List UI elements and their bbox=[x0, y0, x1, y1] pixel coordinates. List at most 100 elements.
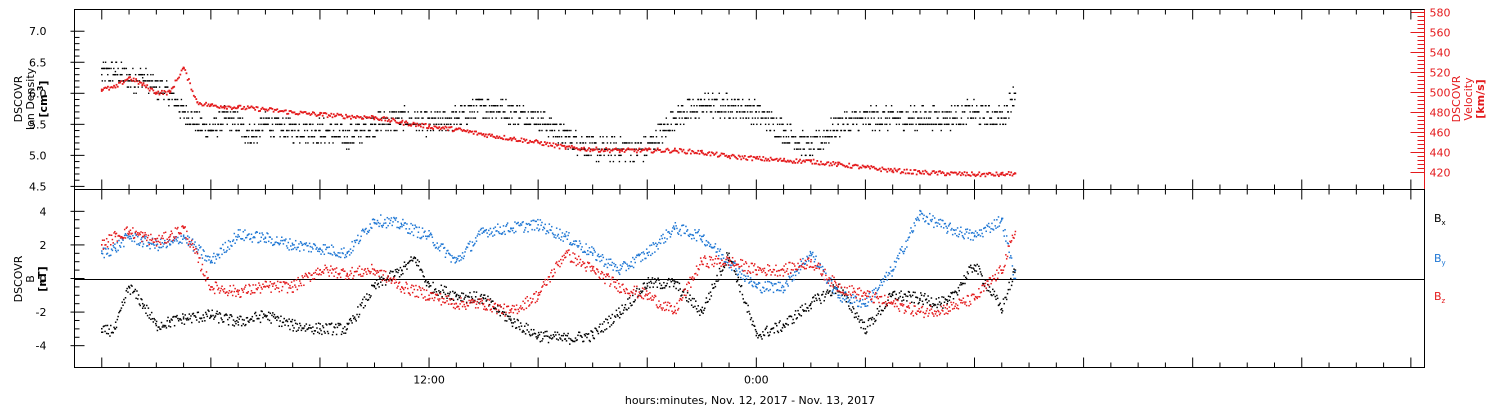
data-point bbox=[568, 145, 571, 148]
data-point bbox=[677, 111, 679, 113]
data-point bbox=[909, 105, 912, 107]
data-point bbox=[852, 296, 855, 299]
data-point bbox=[225, 117, 227, 119]
data-point bbox=[265, 108, 268, 111]
data-point bbox=[842, 297, 844, 300]
data-point bbox=[938, 111, 940, 113]
data-point bbox=[456, 128, 459, 131]
data-point bbox=[229, 241, 231, 243]
data-point bbox=[624, 262, 627, 264]
data-point bbox=[976, 263, 978, 266]
data-point bbox=[813, 162, 816, 165]
data-point bbox=[176, 105, 178, 107]
data-point bbox=[438, 249, 441, 252]
data-point bbox=[431, 236, 434, 238]
data-point bbox=[303, 129, 306, 132]
data-point bbox=[718, 155, 720, 158]
data-point bbox=[819, 136, 821, 138]
data-point bbox=[384, 117, 387, 119]
data-point bbox=[531, 111, 534, 113]
data-point bbox=[442, 243, 444, 245]
data-point bbox=[663, 281, 665, 284]
data-point bbox=[362, 129, 364, 132]
data-point bbox=[909, 117, 911, 119]
data-point bbox=[629, 160, 632, 163]
data-point bbox=[204, 123, 206, 126]
data-point bbox=[552, 123, 554, 126]
data-point bbox=[459, 105, 462, 107]
data-point bbox=[1009, 92, 1011, 94]
data-point bbox=[521, 141, 524, 143]
data-point bbox=[829, 162, 832, 165]
data-point bbox=[704, 153, 707, 156]
data-point bbox=[548, 142, 551, 144]
data-point bbox=[714, 111, 717, 113]
data-point bbox=[658, 241, 660, 244]
data-point bbox=[869, 123, 872, 126]
data-point bbox=[472, 117, 474, 119]
data-point bbox=[131, 285, 133, 287]
data-point bbox=[807, 307, 809, 309]
data-point bbox=[373, 286, 376, 288]
data-point bbox=[937, 170, 940, 173]
data-point bbox=[701, 149, 703, 152]
data-point bbox=[1007, 288, 1010, 291]
data-point bbox=[541, 340, 543, 342]
data-point bbox=[744, 105, 747, 107]
data-point bbox=[332, 142, 334, 144]
data-point bbox=[896, 111, 899, 113]
data-point bbox=[985, 105, 987, 107]
data-point bbox=[560, 338, 562, 340]
data-point bbox=[107, 332, 110, 335]
data-point bbox=[219, 105, 222, 108]
data-point bbox=[133, 92, 135, 94]
data-point bbox=[580, 335, 582, 337]
data-point bbox=[242, 123, 245, 126]
data-point bbox=[287, 136, 289, 138]
data-point bbox=[1001, 310, 1004, 312]
data-point bbox=[781, 142, 784, 144]
data-point bbox=[946, 123, 948, 126]
data-point bbox=[368, 294, 371, 296]
data-point bbox=[412, 234, 415, 237]
data-point bbox=[177, 320, 180, 322]
data-point bbox=[141, 245, 144, 248]
data-point bbox=[185, 238, 187, 241]
data-point bbox=[303, 136, 305, 138]
data-point bbox=[751, 284, 753, 287]
data-point bbox=[746, 158, 749, 161]
data-point bbox=[231, 315, 233, 318]
data-point bbox=[601, 142, 604, 144]
data-point bbox=[264, 237, 267, 239]
data-point bbox=[126, 78, 129, 81]
data-point bbox=[120, 73, 122, 76]
data-point bbox=[139, 304, 141, 307]
data-point bbox=[306, 129, 309, 132]
data-point bbox=[127, 236, 129, 239]
data-point bbox=[955, 123, 958, 126]
data-point bbox=[312, 248, 314, 250]
data-point bbox=[352, 116, 355, 119]
data-point bbox=[800, 162, 803, 164]
data-point bbox=[873, 111, 876, 113]
data-point bbox=[328, 323, 330, 325]
data-point bbox=[338, 324, 340, 327]
data-point bbox=[461, 252, 464, 254]
data-point bbox=[389, 123, 392, 126]
data-point bbox=[361, 302, 363, 304]
data-point bbox=[355, 239, 357, 242]
data-point bbox=[719, 270, 722, 273]
data-point bbox=[473, 291, 475, 293]
data-point bbox=[369, 129, 371, 132]
data-point bbox=[662, 129, 664, 132]
data-point bbox=[644, 286, 646, 289]
data-point bbox=[290, 320, 293, 323]
data-point bbox=[841, 294, 843, 296]
data-point bbox=[391, 270, 393, 273]
data-point bbox=[260, 117, 263, 119]
data-point bbox=[686, 98, 689, 101]
data-point bbox=[842, 289, 844, 291]
data-point bbox=[580, 148, 582, 150]
data-point bbox=[662, 123, 665, 126]
data-point bbox=[109, 335, 111, 337]
